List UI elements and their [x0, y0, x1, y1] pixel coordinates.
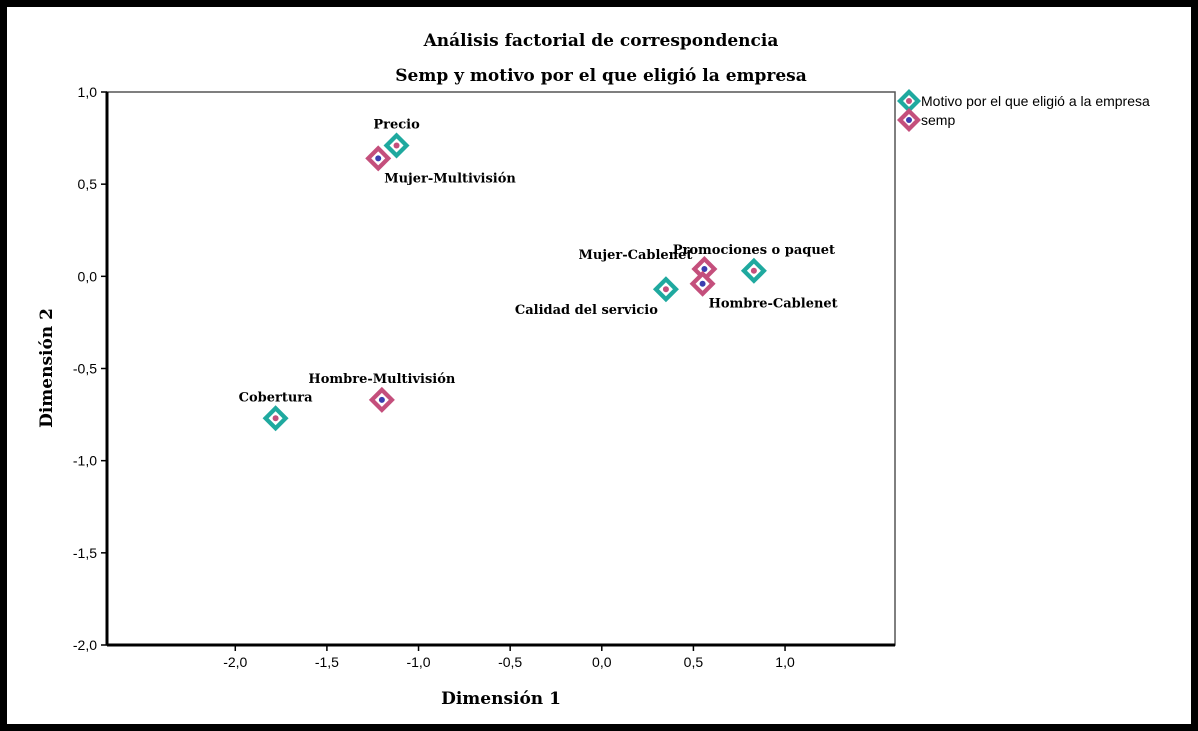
- marker-center: [375, 155, 382, 162]
- marker-center: [699, 280, 706, 287]
- legend-label: semp: [921, 112, 955, 128]
- y-tick-label: -1,5: [73, 545, 97, 561]
- x-tick-label: 0,5: [684, 654, 704, 670]
- data-point-label: Mujer-Multivisión: [384, 171, 516, 186]
- marker-center: [272, 415, 279, 422]
- x-tick-label: -1,0: [406, 654, 430, 670]
- chart-title: Análisis factorial de correspondencia: [423, 31, 779, 51]
- data-point-label: Cobertura: [239, 390, 314, 405]
- y-tick-label: 0,5: [78, 176, 98, 192]
- data-point-marker: [262, 405, 289, 432]
- y-tick-label: -1,0: [73, 453, 97, 469]
- marker-center: [378, 396, 385, 403]
- legend-label: Motivo por el que eligió a la empresa: [921, 93, 1150, 109]
- legend-item: semp: [897, 108, 955, 132]
- data-point-marker: [383, 132, 410, 159]
- x-tick-label: 0,0: [592, 654, 612, 670]
- x-tick-label: -2,0: [223, 654, 247, 670]
- y-axis-ticks: 1,0 0,5 0,0 -0,5 -1,0 -1,5 -2,0: [73, 84, 107, 653]
- data-point-marker: [365, 145, 392, 172]
- legend-item: Motivo por el que eligió a la empresa: [897, 89, 1150, 113]
- data-point-label: Calidad del servicio: [515, 303, 658, 318]
- data-points: Precio Promociones o paquet Calidad del se…: [239, 117, 838, 432]
- data-point-label: Hombre-Multivisión: [308, 372, 455, 387]
- data-point-marker: [740, 257, 767, 284]
- data-point-marker: [652, 276, 679, 303]
- x-tick-label: 1,0: [775, 654, 795, 670]
- data-point-marker: [689, 270, 716, 297]
- data-point-label: Precio: [373, 117, 420, 132]
- legend-marker-center: [906, 117, 912, 123]
- legend: Motivo por el que eligió a la empresa sem…: [897, 89, 1150, 132]
- x-axis-title: Dimensión 1: [441, 689, 561, 709]
- data-point-label: Promociones o paquet: [673, 243, 835, 258]
- data-point-marker: [368, 386, 395, 413]
- data-point-label: Hombre-Cablenet: [709, 297, 838, 312]
- x-axis-ticks: -2,0 -1,5 -1,0 -0,5 0,0 0,5 1,0: [223, 645, 795, 670]
- data-point-label: Mujer-Cablenet: [579, 248, 693, 263]
- legend-marker-center: [906, 98, 912, 104]
- x-tick-label: -0,5: [498, 654, 522, 670]
- y-axis-title: Dimensión 2: [37, 308, 57, 428]
- plot-area: [106, 91, 896, 646]
- marker-center: [662, 286, 669, 293]
- y-tick-label: 1,0: [78, 84, 98, 100]
- y-tick-label: -2,0: [73, 637, 97, 653]
- y-tick-label: -0,5: [73, 361, 97, 377]
- y-tick-label: 0,0: [78, 268, 98, 284]
- chart-subtitle: Semp y motivo por el que eligió la empre…: [395, 66, 807, 86]
- marker-center: [750, 267, 757, 274]
- x-tick-label: -1,5: [315, 654, 339, 670]
- marker-center: [701, 265, 708, 272]
- marker-center: [393, 142, 400, 149]
